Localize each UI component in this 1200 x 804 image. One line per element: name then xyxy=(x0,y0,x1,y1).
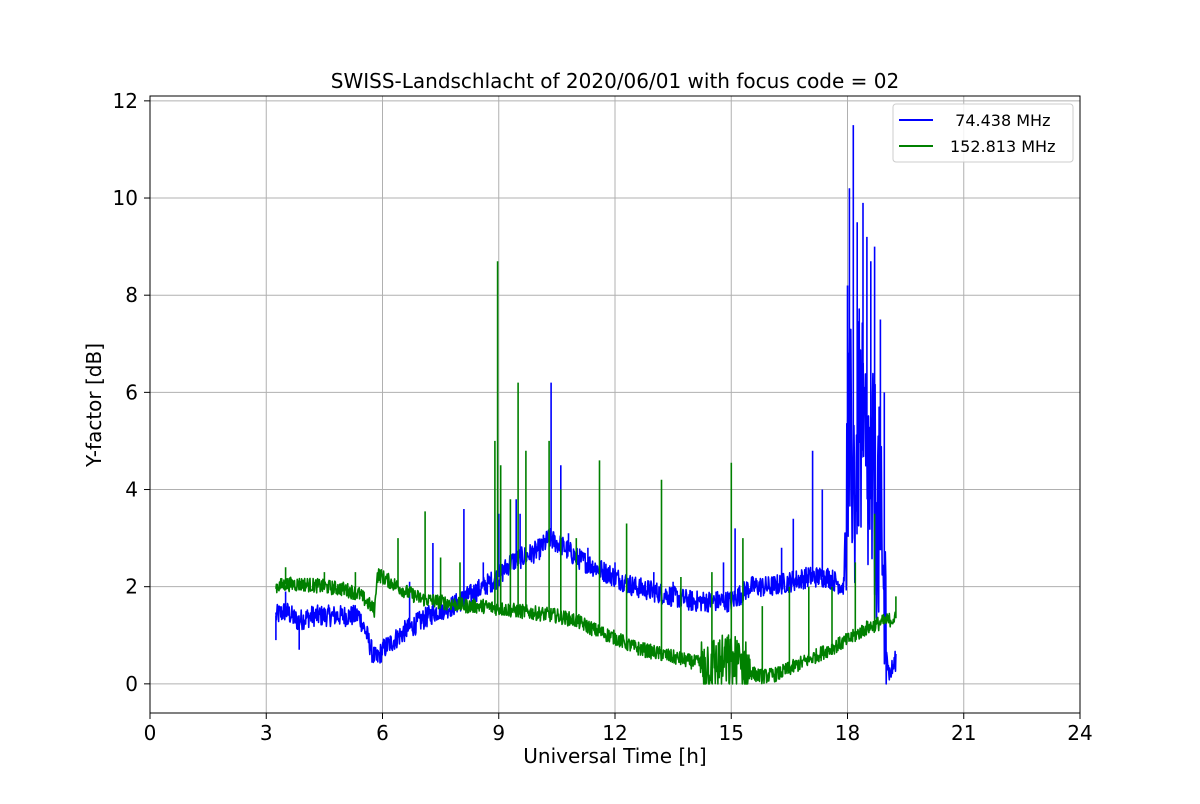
series-layer xyxy=(275,125,897,685)
x-tick-label: 9 xyxy=(492,721,505,745)
y-tick-label: 8 xyxy=(125,283,138,307)
x-tick-label: 3 xyxy=(260,721,273,745)
chart-title: SWISS-Landschlacht of 2020/06/01 with fo… xyxy=(331,69,899,93)
x-tick-label: 18 xyxy=(835,721,860,745)
y-axis-title: Y-factor [dB] xyxy=(82,343,106,468)
legend: 74.438 MHz 152.813 MHz xyxy=(892,103,1074,163)
y-tick-label: 2 xyxy=(125,575,138,599)
x-tick-label: 15 xyxy=(719,721,744,745)
x-axis-title: Universal Time [h] xyxy=(523,744,706,768)
y-tick-label: 6 xyxy=(125,380,138,404)
series-line-1 xyxy=(275,261,897,685)
x-tick-label: 0 xyxy=(144,721,157,745)
y-tick-label: 12 xyxy=(113,89,138,113)
y-tick-label: 4 xyxy=(125,478,138,502)
x-tick-label: 12 xyxy=(602,721,627,745)
legend-label-152mhz: 152.813 MHz xyxy=(950,137,1055,156)
x-tick-label: 21 xyxy=(951,721,976,745)
y-tick-label: 0 xyxy=(125,672,138,696)
x-tick-label: 24 xyxy=(1067,721,1092,745)
series-line-0 xyxy=(275,125,897,685)
legend-box xyxy=(892,103,1074,163)
legend-label-74mhz: 74.438 MHz xyxy=(945,111,1050,130)
x-tick-label: 6 xyxy=(376,721,389,745)
y-tick-label: 10 xyxy=(113,186,138,210)
